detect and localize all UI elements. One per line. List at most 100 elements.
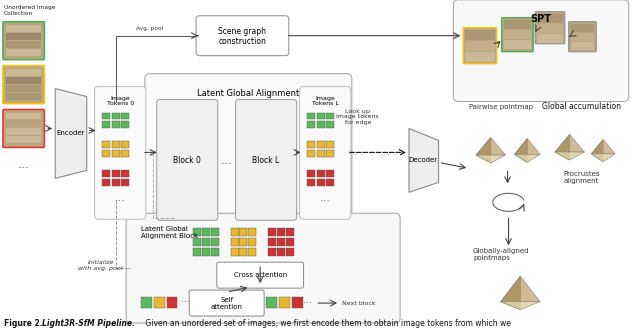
Bar: [465, 52, 495, 61]
Bar: [537, 34, 563, 43]
Text: ...: ...: [303, 295, 312, 305]
Bar: [121, 113, 129, 120]
Bar: [326, 151, 334, 157]
Bar: [248, 248, 256, 256]
Bar: [248, 228, 256, 236]
Polygon shape: [555, 134, 584, 152]
FancyBboxPatch shape: [3, 22, 44, 59]
Bar: [102, 141, 110, 149]
Bar: [465, 41, 495, 51]
FancyBboxPatch shape: [95, 87, 146, 219]
Polygon shape: [515, 138, 527, 162]
Bar: [211, 228, 219, 236]
Bar: [6, 113, 42, 120]
Text: Pairwise pointmap: Pairwise pointmap: [469, 103, 533, 110]
Bar: [6, 69, 42, 76]
Polygon shape: [515, 155, 540, 162]
FancyBboxPatch shape: [569, 22, 596, 52]
Text: ...: ...: [320, 193, 331, 203]
Text: Globally-aligned
pointmaps: Globally-aligned pointmaps: [473, 248, 529, 261]
FancyBboxPatch shape: [453, 0, 628, 101]
Bar: [317, 141, 324, 149]
Bar: [239, 228, 248, 236]
FancyBboxPatch shape: [463, 28, 497, 64]
Bar: [112, 170, 120, 177]
Bar: [277, 248, 285, 256]
Text: Latent Global
Alignment Block: Latent Global Alignment Block: [141, 226, 198, 239]
FancyBboxPatch shape: [236, 99, 297, 220]
Bar: [326, 170, 334, 177]
Polygon shape: [591, 139, 615, 154]
Bar: [121, 170, 129, 177]
FancyBboxPatch shape: [300, 87, 351, 219]
Polygon shape: [476, 137, 491, 163]
Bar: [286, 248, 294, 256]
Text: ...: ...: [221, 154, 233, 167]
Text: Procrustes
alignment: Procrustes alignment: [564, 171, 600, 184]
Polygon shape: [515, 138, 540, 155]
FancyBboxPatch shape: [3, 110, 44, 148]
Bar: [268, 228, 276, 236]
Bar: [307, 179, 316, 186]
Polygon shape: [409, 128, 438, 192]
Text: Avg. pool: Avg. pool: [136, 26, 163, 31]
Text: Decoder: Decoder: [408, 157, 437, 163]
Bar: [112, 141, 120, 149]
Bar: [317, 179, 324, 186]
Bar: [6, 33, 42, 40]
Bar: [6, 77, 42, 84]
Polygon shape: [500, 302, 540, 310]
FancyBboxPatch shape: [145, 74, 352, 233]
Bar: [112, 122, 120, 128]
Text: Initialize
with avg. pool: Initialize with avg. pool: [78, 260, 123, 270]
Polygon shape: [500, 276, 540, 302]
Bar: [6, 85, 42, 92]
Bar: [537, 14, 563, 23]
Bar: [317, 113, 324, 120]
Text: Given an unordered set of images, we first encode them to obtain image tokens fr: Given an unordered set of images, we fir…: [143, 319, 511, 328]
FancyBboxPatch shape: [3, 66, 44, 103]
Bar: [307, 170, 316, 177]
Bar: [504, 20, 531, 29]
Bar: [286, 228, 294, 236]
Bar: [6, 128, 42, 135]
Text: ...: ...: [275, 242, 284, 252]
Text: Look up
image tokens
for edge: Look up image tokens for edge: [337, 109, 379, 125]
Text: Cross attention: Cross attention: [234, 272, 287, 278]
Bar: [202, 238, 210, 246]
Bar: [230, 248, 239, 256]
Polygon shape: [555, 152, 584, 160]
Bar: [277, 238, 285, 246]
Text: Image
Tokens L: Image Tokens L: [312, 95, 339, 107]
Bar: [121, 151, 129, 157]
Text: Figure 2.: Figure 2.: [4, 319, 45, 328]
Bar: [193, 228, 201, 236]
Bar: [307, 122, 316, 128]
Text: Scene graph
construction: Scene graph construction: [218, 27, 266, 46]
Bar: [326, 179, 334, 186]
Polygon shape: [591, 139, 603, 162]
Text: Unordered Image
Collection: Unordered Image Collection: [4, 5, 56, 15]
Bar: [292, 297, 303, 308]
Bar: [465, 30, 495, 40]
Bar: [202, 248, 210, 256]
FancyBboxPatch shape: [535, 12, 564, 44]
Text: Global accumulation: Global accumulation: [542, 101, 621, 111]
Bar: [286, 238, 294, 246]
Text: Latent Global Alignment: Latent Global Alignment: [197, 89, 300, 97]
Bar: [112, 151, 120, 157]
Bar: [102, 170, 110, 177]
Polygon shape: [476, 137, 506, 155]
Bar: [121, 141, 129, 149]
Bar: [537, 24, 563, 33]
Bar: [504, 40, 531, 49]
Bar: [6, 136, 42, 143]
Bar: [193, 248, 201, 256]
Polygon shape: [500, 276, 520, 310]
Bar: [193, 238, 201, 246]
Bar: [307, 151, 316, 157]
Bar: [239, 238, 248, 246]
Bar: [102, 113, 110, 120]
Text: ...: ...: [18, 158, 29, 171]
Bar: [121, 179, 129, 186]
